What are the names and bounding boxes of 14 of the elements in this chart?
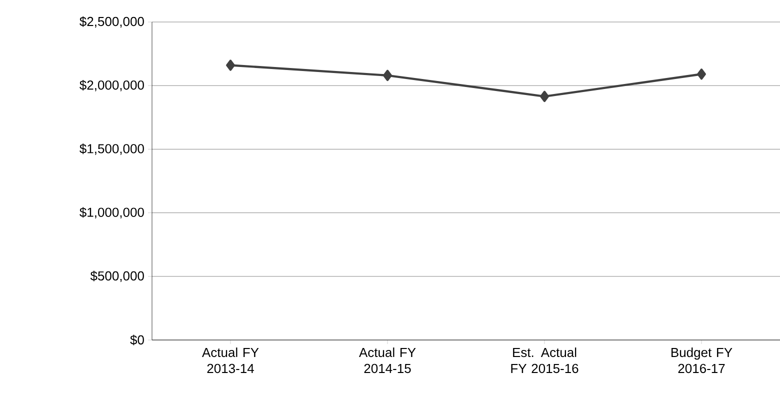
point (540, 90, 549, 102)
point (226, 60, 235, 71)
x-tick-label: Actual FY 2014-15 (358, 348, 416, 374)
y-tick-label: $0 (130, 334, 144, 346)
point (383, 70, 392, 82)
y-tick-label: $1,500,000 (80, 144, 144, 155)
x-tick-label: Budget FY 2016-17 (671, 348, 732, 374)
y-tick-label: $2,500,000 (80, 16, 144, 28)
x-tick-label: Est. Actual FY 2015-16 (511, 348, 578, 374)
point (697, 68, 706, 80)
y-tick-label: $2,000,000 (80, 80, 144, 92)
y-tick-label: $500,000 (90, 270, 144, 282)
x-tick-label: Actual FY 2013-14 (202, 348, 259, 374)
y-tick-label: $1,000,000 (80, 207, 144, 218)
